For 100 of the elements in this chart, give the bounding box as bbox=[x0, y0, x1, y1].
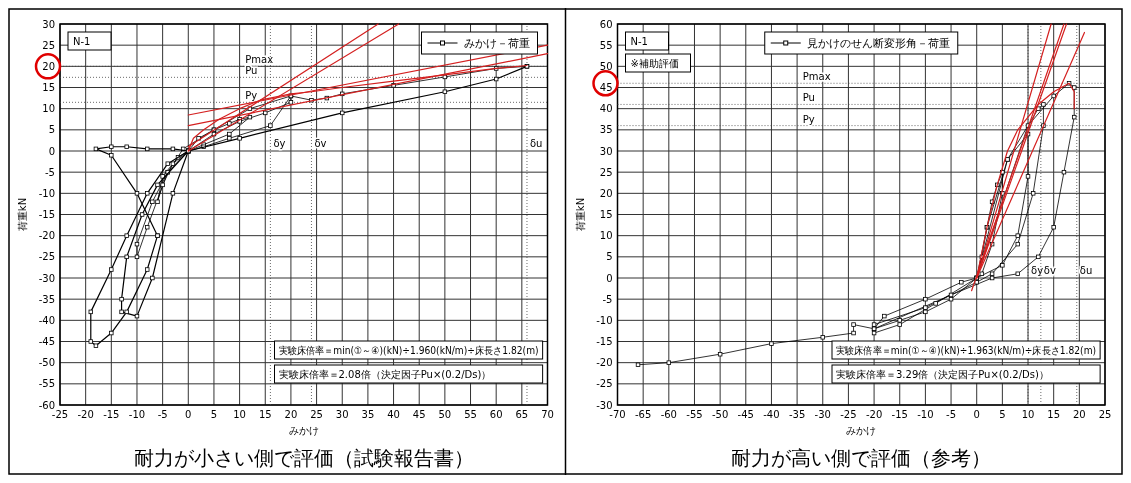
ref-line-label: Pu bbox=[245, 65, 258, 77]
y-tick-label: -60 bbox=[38, 399, 55, 411]
x-tick-label: -15 bbox=[103, 409, 120, 420]
y-tick-label: 55 bbox=[599, 39, 613, 51]
y-tick-label: -5 bbox=[602, 293, 613, 305]
x-tick-label: 10 bbox=[233, 409, 246, 420]
ref-line-label: δy bbox=[1031, 265, 1044, 276]
x-tick-label: 35 bbox=[361, 409, 375, 420]
x-tick-label: -5 bbox=[157, 409, 168, 420]
y-tick-label: 10 bbox=[42, 103, 55, 115]
y-tick-label: 20 bbox=[42, 60, 55, 72]
x-tick-label: 55 bbox=[464, 409, 477, 420]
y-tick-label: 30 bbox=[42, 18, 55, 30]
y-tick-label: 10 bbox=[599, 230, 613, 242]
y-tick-label: 45 bbox=[599, 82, 613, 93]
y-tick-label: -15 bbox=[596, 336, 613, 347]
x-tick-label: -20 bbox=[77, 409, 94, 420]
y-tick-label: -40 bbox=[38, 314, 55, 326]
legend-label: みかけ－荷重 bbox=[463, 37, 530, 50]
x-tick-label: 60 bbox=[489, 409, 503, 420]
x-tick-label: 15 bbox=[258, 409, 272, 420]
annotation: N-1 bbox=[73, 36, 91, 47]
x-tick-label: 25 bbox=[310, 409, 323, 420]
ref-line-label: δu bbox=[1079, 265, 1093, 276]
y-tick-label: 40 bbox=[599, 103, 613, 115]
text: 耐力が小さい側で評価（試験報告書） bbox=[133, 446, 474, 470]
y-tick-label: 0 bbox=[606, 272, 613, 284]
x-tick-label: 65 bbox=[515, 409, 529, 420]
x-tick-label: -20 bbox=[865, 409, 883, 420]
y-tick-label: 35 bbox=[599, 124, 613, 136]
x-tick-label: 50 bbox=[438, 409, 452, 420]
y-tick-label: -20 bbox=[596, 357, 613, 369]
text: 耐力が高い側で評価（参考） bbox=[731, 446, 992, 470]
annotation: 実験床倍率＝min(①～④)(kN)÷1.963(kN/m)÷床長さ1.82(m) bbox=[836, 345, 1122, 356]
annotation: ※補助評価 bbox=[630, 58, 679, 69]
y-tick-label: -50 bbox=[38, 357, 55, 369]
x-tick-label: -30 bbox=[814, 409, 831, 420]
x-tick-label: 5 bbox=[210, 409, 218, 420]
y-tick-label: 20 bbox=[599, 187, 613, 199]
x-tick-label: 15 bbox=[1047, 409, 1061, 420]
y-tick-label: 25 bbox=[42, 39, 55, 51]
y-tick-label: -10 bbox=[596, 314, 613, 326]
x-tick-label: 40 bbox=[387, 409, 400, 420]
x-tick-label: 25 bbox=[1098, 409, 1112, 420]
x-tick-label: -60 bbox=[660, 409, 677, 420]
x-tick-label: -45 bbox=[737, 409, 754, 420]
x-tick-label: 70 bbox=[541, 409, 554, 420]
y-tick-label: 5 bbox=[48, 124, 55, 136]
y-tick-label: -10 bbox=[38, 187, 55, 199]
y-axis-title: 荷重kN bbox=[17, 197, 28, 232]
x-tick-label: 0 bbox=[973, 409, 980, 420]
ref-line-label: Pu bbox=[802, 92, 815, 104]
x-tick-label: -55 bbox=[686, 409, 703, 420]
x-tick-label: -70 bbox=[609, 409, 626, 420]
x-tick-label: -25 bbox=[840, 409, 857, 420]
annotation: 実験床倍率＝min(①～④)(kN)÷1.960(kN/m)÷床長さ1.82(m) bbox=[278, 345, 564, 356]
x-tick-label: 10 bbox=[1021, 409, 1035, 420]
y-tick-label: 5 bbox=[606, 251, 613, 263]
y-tick-label: 15 bbox=[42, 82, 55, 93]
y-tick-label: -30 bbox=[38, 272, 55, 284]
y-axis-title: 荷重kN bbox=[574, 197, 586, 232]
x-tick-label: -10 bbox=[128, 409, 146, 420]
ref-line-label: δu bbox=[529, 138, 543, 149]
annotation: 実験床倍率＝3.29倍（決定因子Pu×(0.2/Ds)） bbox=[836, 369, 1049, 380]
x-tick-label: -50 bbox=[711, 409, 729, 420]
y-tick-label: 0 bbox=[48, 145, 55, 157]
x-tick-label: 30 bbox=[335, 409, 349, 420]
x-axis-title: みかけ bbox=[288, 425, 319, 436]
y-tick-label: 25 bbox=[599, 166, 613, 178]
y-tick-label: 30 bbox=[599, 145, 613, 157]
annotation: 実験床倍率＝2.08倍（決定因子Pu×(0.2/Ds)） bbox=[278, 369, 492, 380]
x-tick-label: -10 bbox=[917, 409, 934, 420]
x-tick-label: 45 bbox=[412, 409, 426, 420]
x-tick-label: -35 bbox=[788, 409, 806, 420]
y-tick-label: -25 bbox=[38, 251, 55, 263]
legend-label: 見かけのせん断変形角－荷重 bbox=[806, 37, 950, 50]
y-tick-label: -35 bbox=[38, 293, 55, 305]
x-tick-label: -65 bbox=[634, 409, 652, 420]
ref-line-label: Py bbox=[802, 113, 815, 125]
x-tick-label: 0 bbox=[185, 409, 192, 420]
x-tick-label: -40 bbox=[763, 409, 780, 420]
annotation: N-1 bbox=[630, 36, 648, 47]
x-axis-title: みかけ bbox=[846, 425, 877, 436]
y-tick-label: 15 bbox=[599, 209, 613, 220]
y-tick-label: 60 bbox=[599, 18, 613, 30]
ref-line-label: Py bbox=[245, 90, 258, 102]
y-tick-label: -30 bbox=[596, 399, 613, 411]
x-tick-label: 20 bbox=[1072, 409, 1086, 420]
y-tick-label: -55 bbox=[38, 378, 55, 390]
x-tick-label: 20 bbox=[284, 409, 298, 420]
y-tick-label: -5 bbox=[45, 166, 55, 178]
x-tick-label: -15 bbox=[891, 409, 908, 420]
y-tick-label: 50 bbox=[599, 60, 613, 72]
x-tick-label: -5 bbox=[946, 409, 957, 420]
y-tick-label: -25 bbox=[596, 378, 613, 390]
x-tick-label: 5 bbox=[999, 409, 1006, 420]
ref-line-label: δy bbox=[273, 138, 286, 149]
y-tick-label: -15 bbox=[38, 209, 55, 220]
y-tick-label: -20 bbox=[38, 230, 55, 242]
y-tick-label: -45 bbox=[38, 336, 55, 347]
